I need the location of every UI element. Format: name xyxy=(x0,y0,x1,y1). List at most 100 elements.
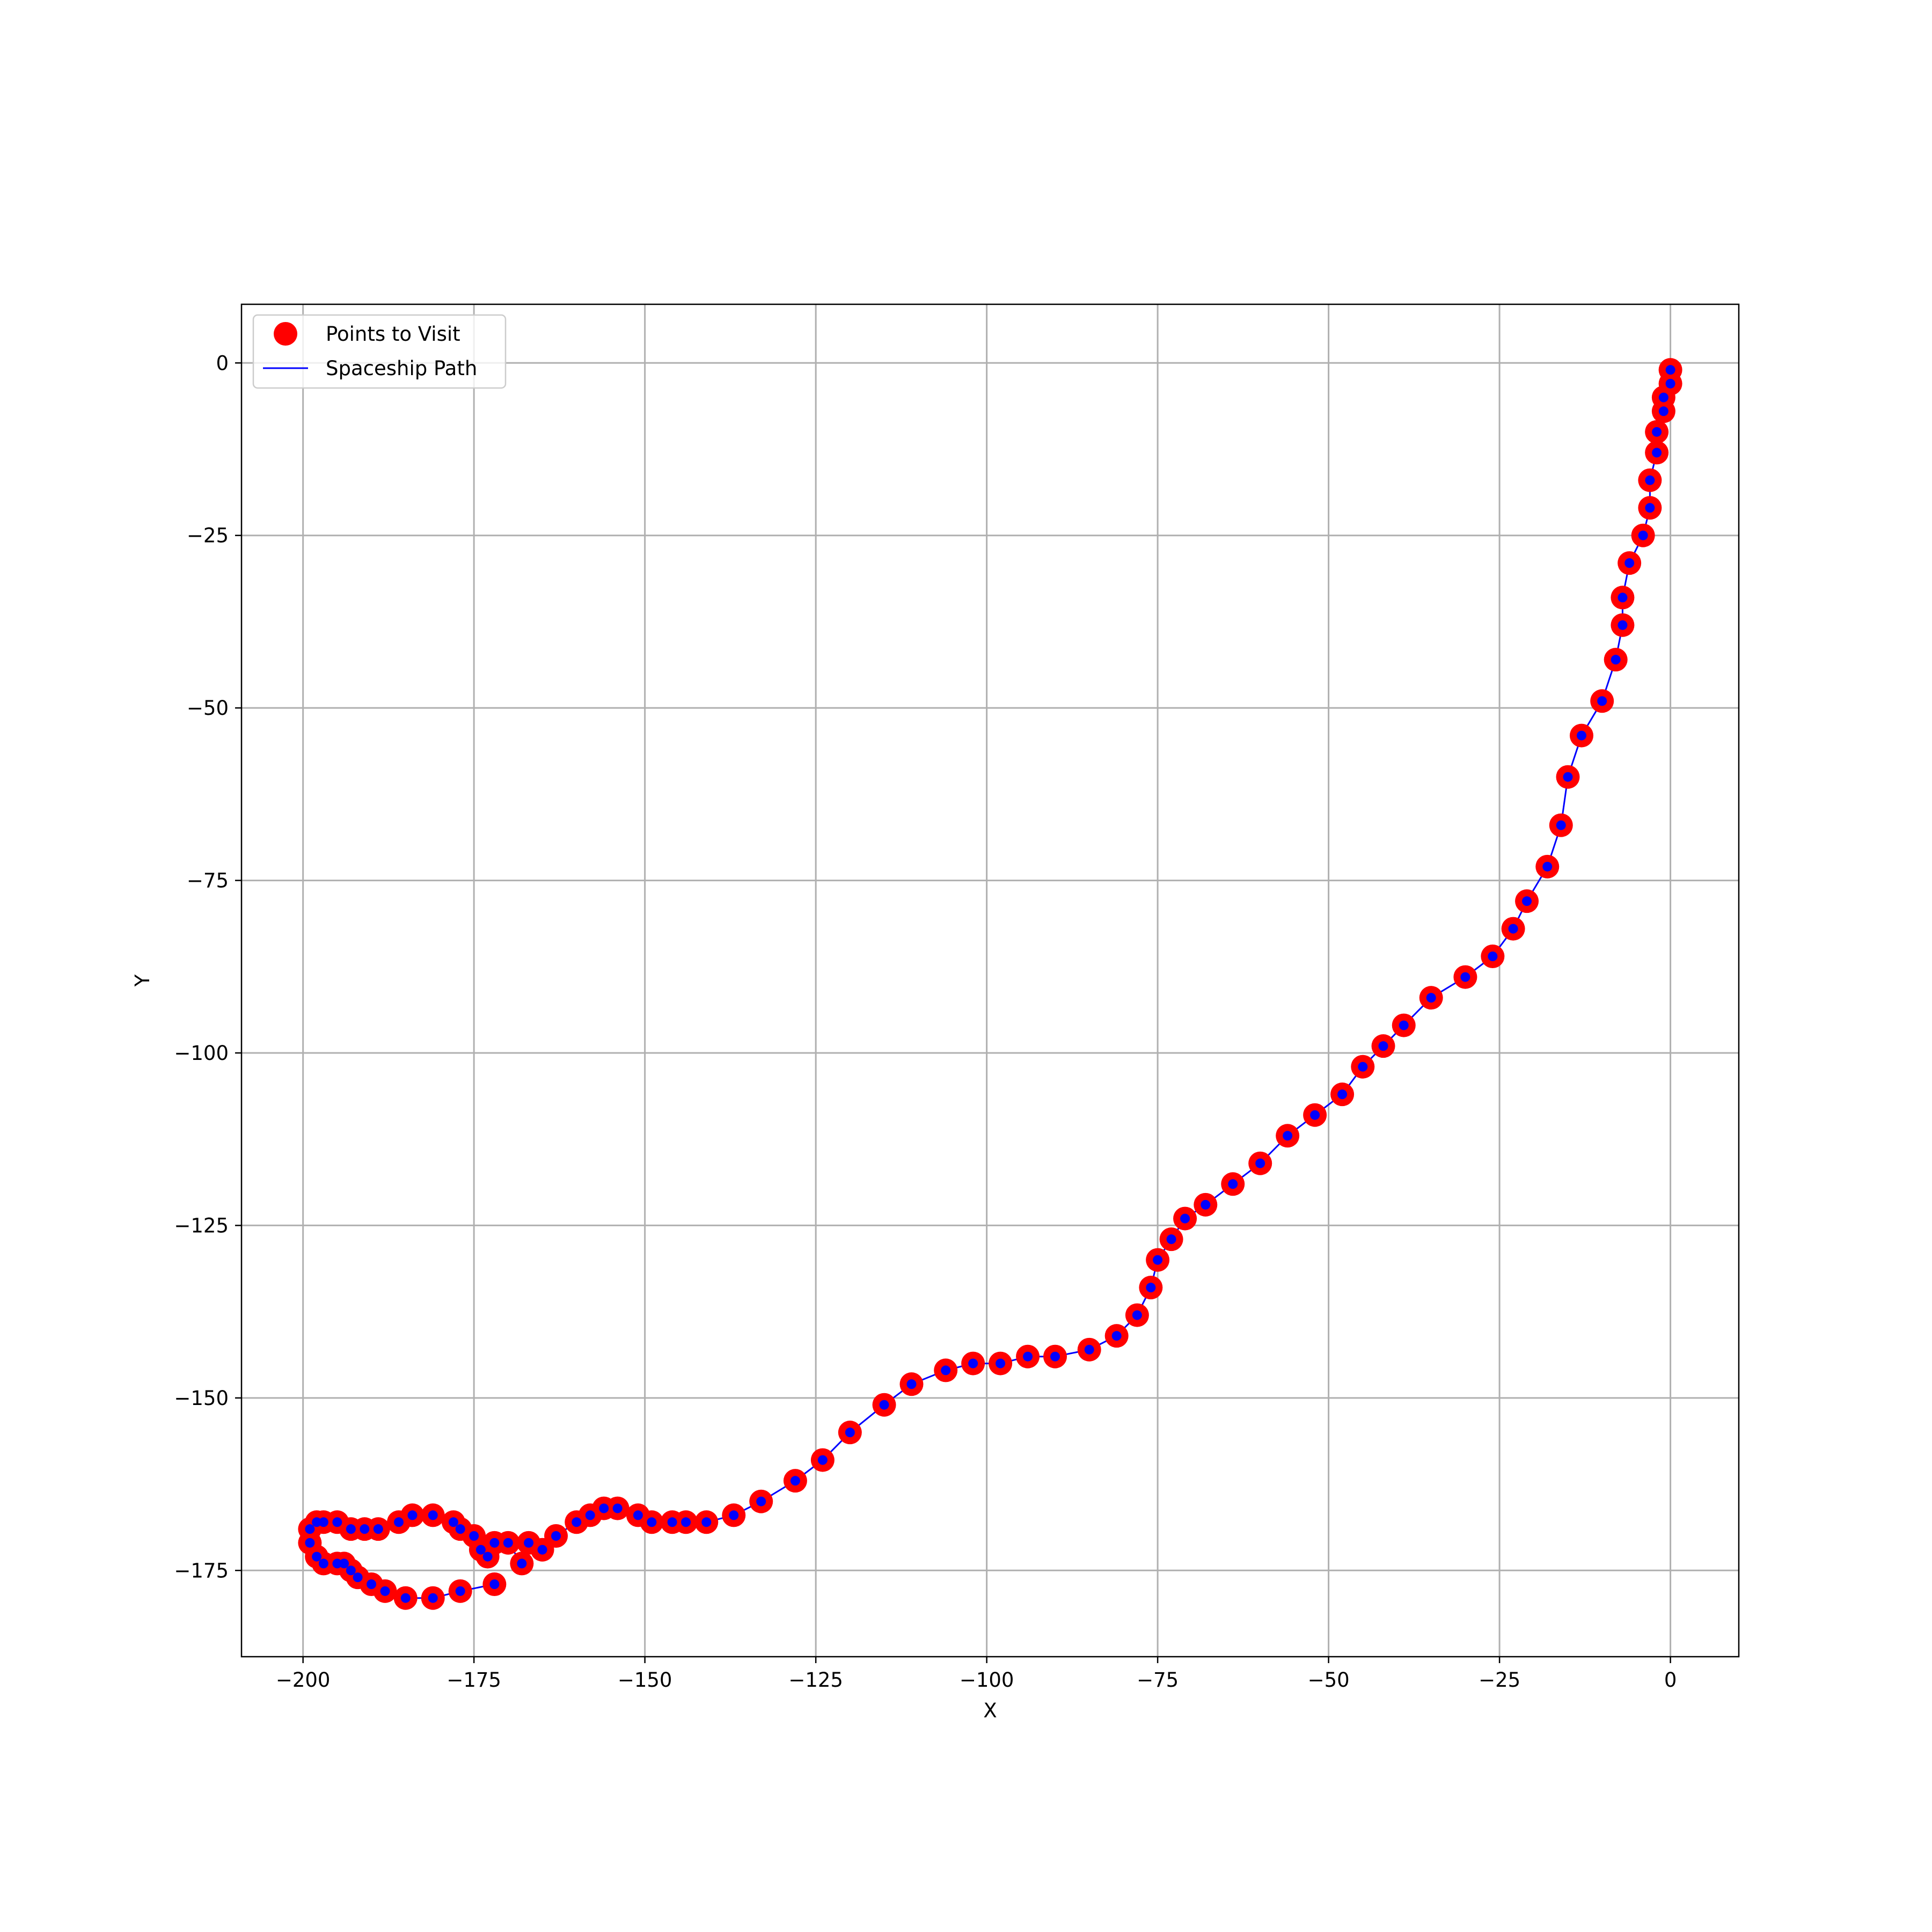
path-waypoint xyxy=(367,1579,377,1589)
path-waypoint xyxy=(469,1531,479,1541)
path-waypoint xyxy=(1658,392,1668,402)
path-waypoint xyxy=(1618,592,1628,603)
path-waypoint xyxy=(1658,406,1668,416)
y-tick-label: −75 xyxy=(187,869,229,892)
path-waypoint xyxy=(1576,730,1586,741)
path-waypoint xyxy=(346,1565,356,1576)
x-tick-label: −100 xyxy=(960,1668,1014,1692)
path-waypoint xyxy=(524,1538,534,1548)
path-waypoint xyxy=(1153,1255,1163,1265)
path-waypoint-markers xyxy=(305,365,1675,1603)
path-waypoint xyxy=(1652,427,1662,437)
legend-marker-points xyxy=(274,322,297,346)
path-waypoint xyxy=(1624,558,1635,568)
path-waypoint xyxy=(1180,1213,1190,1224)
y-tick-label: −125 xyxy=(174,1214,229,1237)
path-waypoint xyxy=(1542,861,1553,872)
path-waypoint xyxy=(1166,1234,1176,1245)
path-waypoint xyxy=(1023,1351,1033,1362)
path-waypoint xyxy=(400,1593,411,1603)
x-tick-label: −200 xyxy=(276,1668,331,1692)
path-waypoint xyxy=(1201,1199,1211,1210)
y-tick-label: −100 xyxy=(174,1042,229,1065)
path-waypoint xyxy=(1597,696,1607,706)
x-tick-label: −150 xyxy=(618,1668,672,1692)
path-waypoint xyxy=(1460,972,1470,982)
path-waypoint xyxy=(1563,772,1573,782)
path-waypoint xyxy=(475,1545,486,1555)
path-waypoint xyxy=(448,1517,458,1527)
path-waypoint xyxy=(701,1517,712,1527)
path-waypoint xyxy=(599,1503,609,1513)
path-waypoint xyxy=(339,1558,349,1569)
path-waypoint xyxy=(1050,1351,1060,1362)
path-waypoint xyxy=(1522,896,1532,906)
path-waypoint xyxy=(1255,1158,1265,1168)
path-waypoint xyxy=(305,1524,315,1534)
path-waypoint xyxy=(489,1579,500,1589)
path-waypoint xyxy=(681,1517,691,1527)
x-tick-label: −175 xyxy=(447,1668,501,1692)
path-waypoint xyxy=(353,1572,363,1583)
path-waypoint xyxy=(332,1558,342,1569)
path-waypoint xyxy=(1283,1131,1293,1141)
path-waypoint xyxy=(346,1524,356,1534)
x-tick-label: −75 xyxy=(1137,1668,1179,1692)
path-waypoint xyxy=(394,1517,404,1527)
path-waypoint xyxy=(996,1358,1006,1368)
y-tick-label: 0 xyxy=(216,352,229,375)
y-tick-label: −175 xyxy=(174,1559,229,1582)
path-waypoint xyxy=(482,1552,493,1562)
path-waypoint xyxy=(879,1400,889,1410)
path-waypoint xyxy=(572,1517,582,1527)
path-waypoint xyxy=(489,1538,500,1548)
path-waypoint xyxy=(845,1428,855,1438)
path-waypoint xyxy=(428,1510,438,1520)
path-waypoint xyxy=(1638,530,1648,540)
y-tick-label: −150 xyxy=(174,1387,229,1410)
x-tick-label: 0 xyxy=(1664,1668,1677,1692)
path-waypoint xyxy=(1111,1331,1122,1341)
path-waypoint xyxy=(428,1593,438,1603)
path-waypoint xyxy=(906,1379,917,1389)
path-waypoint xyxy=(1618,620,1628,630)
path-waypoint xyxy=(1310,1110,1320,1120)
y-axis-ticks: 0 −25 −50 −75 −100 −125 −150 −175 xyxy=(174,352,241,1582)
x-axis-label: X xyxy=(983,1699,997,1722)
plot-frame xyxy=(240,303,1740,1658)
path-waypoint xyxy=(455,1524,465,1534)
grid-lines xyxy=(241,304,1739,1657)
path-waypoint xyxy=(1508,924,1518,934)
path-waypoint xyxy=(647,1517,657,1527)
path-waypoint xyxy=(360,1524,370,1534)
path-waypoint xyxy=(1146,1283,1156,1293)
path-waypoint xyxy=(373,1524,383,1534)
path-waypoint xyxy=(537,1545,547,1555)
path-waypoint xyxy=(305,1538,315,1548)
path-waypoint xyxy=(1556,820,1566,830)
path-waypoint xyxy=(1611,655,1621,665)
x-axis-ticks: −200 −175 −150 −125 −100 −75 −50 −25 0 xyxy=(276,1657,1677,1692)
x-tick-label: −50 xyxy=(1308,1668,1350,1692)
x-tick-label: −125 xyxy=(788,1668,843,1692)
legend-box xyxy=(252,314,507,389)
path-waypoint xyxy=(1132,1310,1142,1320)
path-waypoint xyxy=(941,1365,951,1375)
path-waypoint xyxy=(1645,503,1655,513)
path-waypoint xyxy=(332,1517,342,1527)
y-axis-label: Y xyxy=(131,974,154,987)
legend-label-points: Points to Visit xyxy=(326,323,460,346)
plot-area-background xyxy=(241,304,1739,1657)
path-waypoint xyxy=(1665,378,1675,389)
path-waypoint xyxy=(756,1496,766,1506)
path-waypoint xyxy=(503,1538,513,1548)
path-waypoint xyxy=(667,1517,677,1527)
path-waypoint xyxy=(455,1586,465,1596)
path-waypoint xyxy=(1378,1041,1388,1051)
path-waypoint xyxy=(1488,952,1498,961)
path-waypoint xyxy=(407,1510,418,1520)
path-waypoint xyxy=(1399,1020,1409,1030)
legend-label-path: Spaceship Path xyxy=(326,357,477,380)
path-waypoint xyxy=(1645,475,1655,485)
path-waypoint xyxy=(1084,1344,1094,1355)
